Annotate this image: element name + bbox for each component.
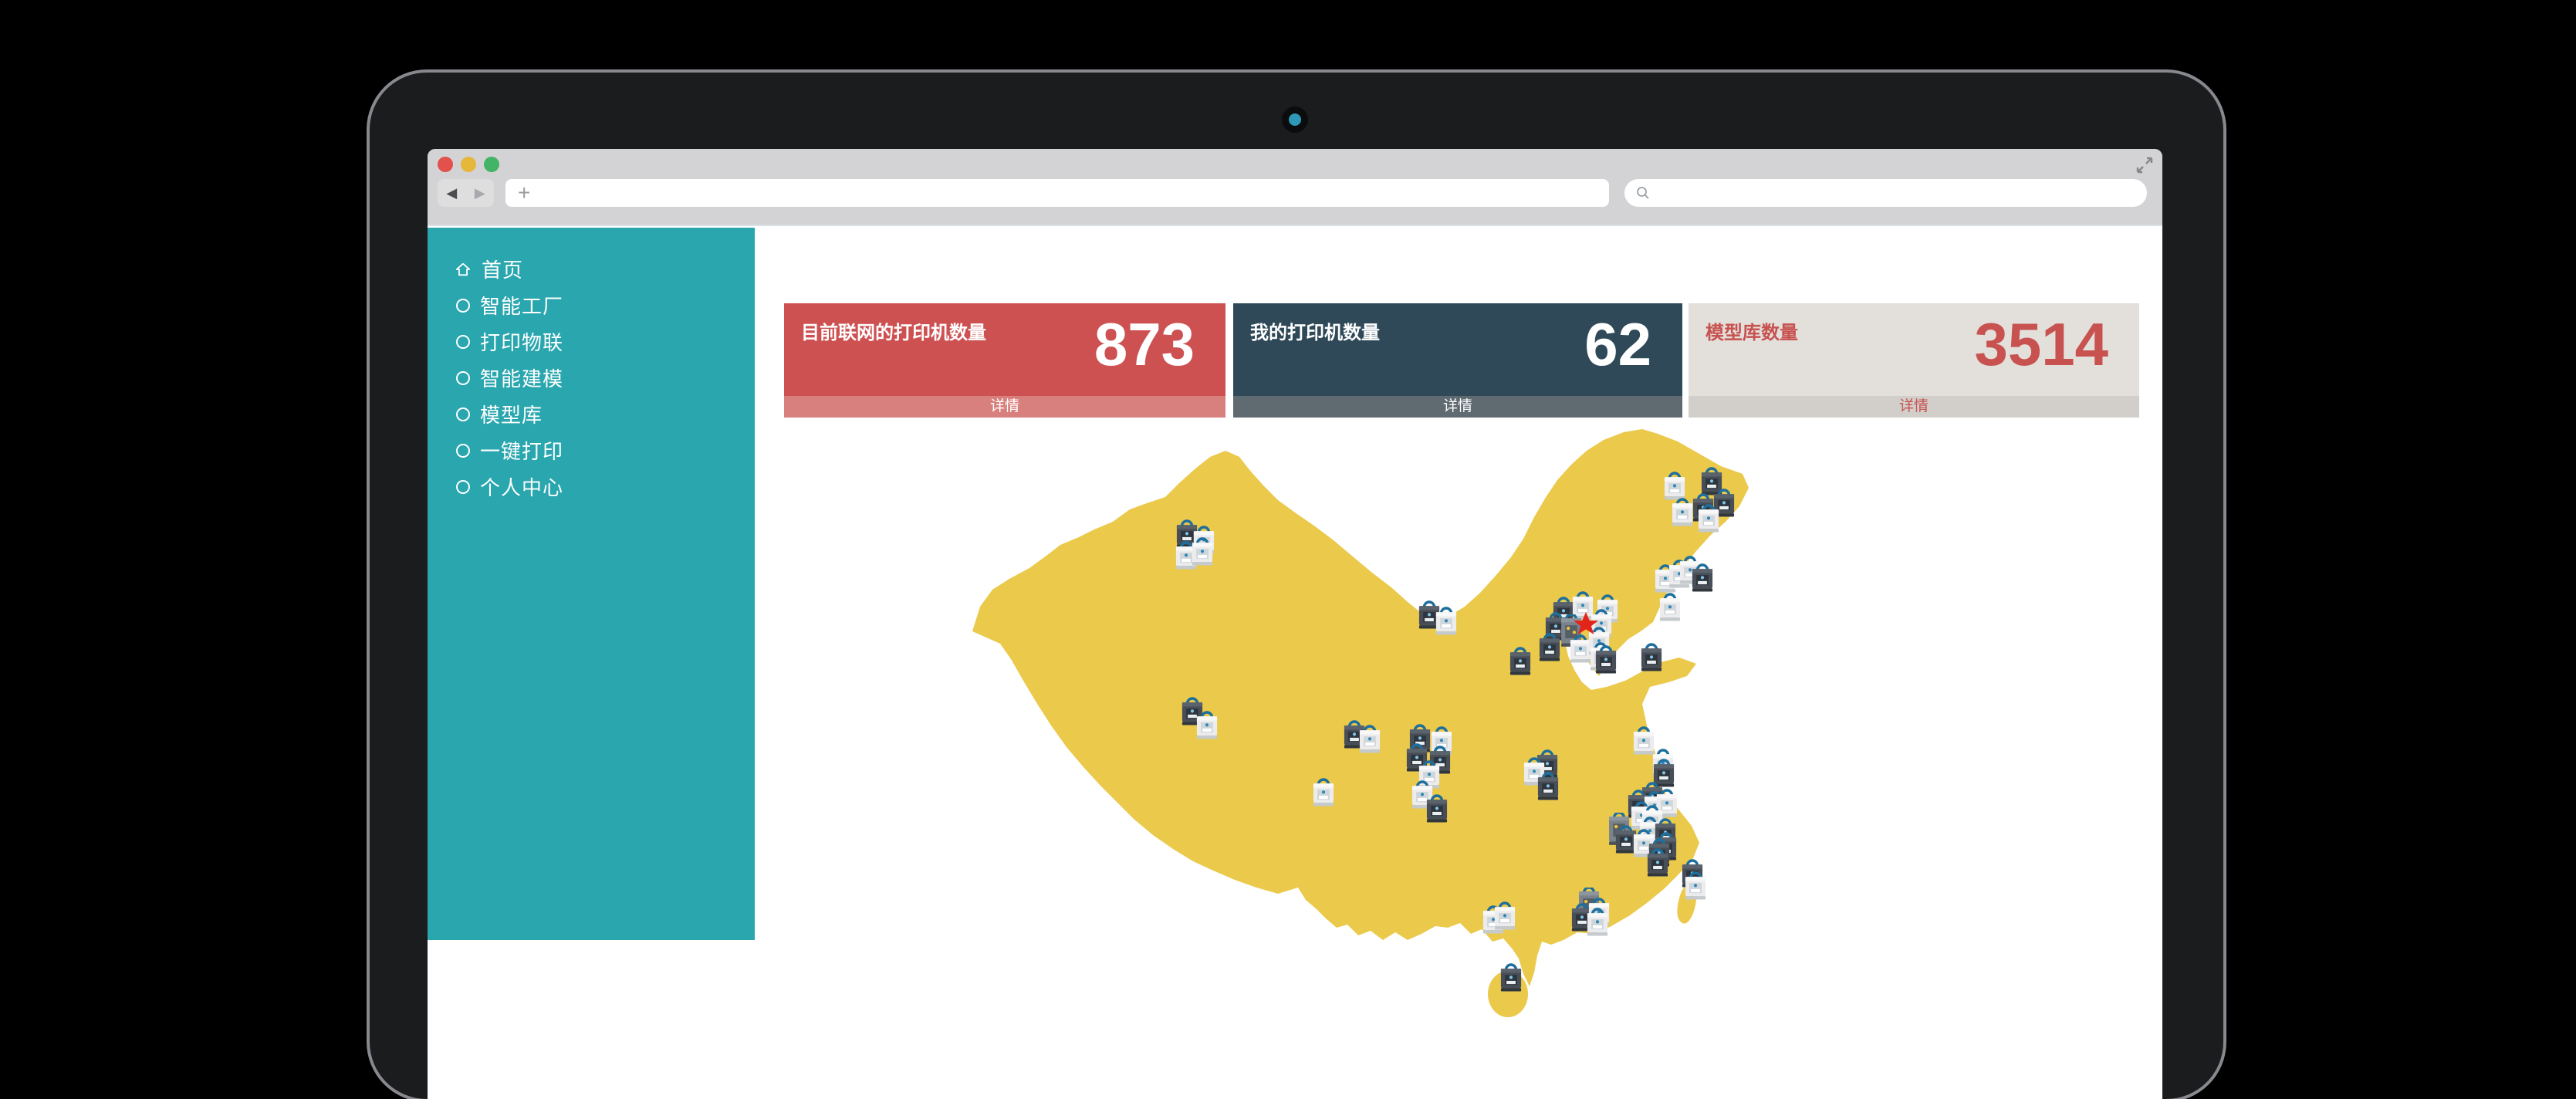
- sidebar-item-label: 智能工厂: [480, 295, 564, 318]
- webcam-icon: [1289, 113, 1301, 126]
- china-map-svg: [972, 429, 1749, 1017]
- sidebar-item-label: 首页: [482, 259, 524, 282]
- stat-card-3: 模型库数量 3514 详情: [1689, 303, 2139, 418]
- laptop-frame: ◀ ▶ + 首页 智能工: [370, 73, 2223, 1099]
- search-input[interactable]: [1624, 179, 2147, 207]
- stat-card-details-link[interactable]: 详情: [1689, 396, 2139, 418]
- new-tab-icon[interactable]: +: [518, 181, 531, 205]
- minimize-window-button[interactable]: [461, 157, 476, 172]
- stat-card-details-link[interactable]: 详情: [1233, 396, 1682, 418]
- dashboard-page: 首页智能工厂打印物联智能建模模型库一键打印个人中心 目前联网的打印机数量 873 详…: [428, 228, 2162, 1099]
- sidebar-item-1[interactable]: 首页: [428, 251, 755, 287]
- stat-card-title: 我的打印机数量: [1250, 323, 1380, 343]
- sidebar-item-7[interactable]: 个人中心: [428, 468, 755, 505]
- forward-button[interactable]: ▶: [474, 185, 485, 201]
- sidebar-item-label: 智能建模: [480, 367, 564, 391]
- circle-bullet-icon: [456, 407, 470, 421]
- china-mainland-shape: [972, 429, 1749, 986]
- stat-card-body: 模型库数量 3514: [1689, 303, 2139, 396]
- stat-card-1: 目前联网的打印机数量 873 详情: [784, 303, 1225, 418]
- circle-bullet-icon: [456, 298, 470, 313]
- close-window-button[interactable]: [438, 157, 453, 172]
- home-icon: [455, 262, 471, 276]
- url-input[interactable]: +: [505, 179, 1609, 207]
- stat-card-title: 模型库数量: [1706, 323, 1798, 343]
- fullscreen-icon[interactable]: [2135, 155, 2155, 175]
- sidebar-item-label: 模型库: [480, 404, 543, 427]
- stat-card-value: 62: [1584, 310, 1651, 378]
- sidebar-item-3[interactable]: 打印物联: [428, 323, 755, 360]
- capital-star-icon: [1574, 612, 1598, 634]
- printer-marker-icon[interactable]: [1499, 963, 1523, 993]
- stat-card-2: 我的打印机数量 62 详情: [1233, 303, 1682, 418]
- sidebar-nav: 首页智能工厂打印物联智能建模模型库一键打印个人中心: [428, 228, 755, 940]
- sidebar-item-label: 个人中心: [480, 476, 564, 499]
- printer-marker-icon[interactable]: [1640, 643, 1663, 673]
- stat-card-body: 目前联网的打印机数量 873: [784, 303, 1225, 396]
- browser-chrome: ◀ ▶ +: [428, 149, 2162, 226]
- circle-bullet-icon: [456, 334, 470, 349]
- search-icon: [1637, 187, 1649, 199]
- stat-card-details-link[interactable]: 详情: [784, 396, 1225, 418]
- sidebar-item-4[interactable]: 智能建模: [428, 360, 755, 396]
- china-map: [969, 424, 1756, 1034]
- stat-card-title: 目前联网的打印机数量: [801, 323, 986, 343]
- screen: ◀ ▶ + 首页 智能工: [428, 149, 2162, 1099]
- webcam-ring: [1282, 107, 1308, 133]
- sidebar-item-label: 打印物联: [480, 331, 564, 354]
- back-button[interactable]: ◀: [446, 185, 458, 201]
- sidebar-item-5[interactable]: 模型库: [428, 396, 755, 432]
- sidebar-item-label: 一键打印: [480, 440, 564, 463]
- zoom-window-button[interactable]: [484, 157, 499, 172]
- stat-card-value: 3514: [1974, 310, 2108, 378]
- sidebar-item-2[interactable]: 智能工厂: [428, 287, 755, 323]
- stat-card-body: 我的打印机数量 62: [1233, 303, 1682, 396]
- nav-button-group: ◀ ▶: [438, 179, 494, 207]
- stat-card-value: 873: [1094, 310, 1195, 378]
- sidebar-item-6[interactable]: 一键打印: [428, 432, 755, 468]
- circle-bullet-icon: [456, 370, 470, 385]
- circle-bullet-icon: [456, 479, 470, 494]
- circle-bullet-icon: [456, 443, 470, 458]
